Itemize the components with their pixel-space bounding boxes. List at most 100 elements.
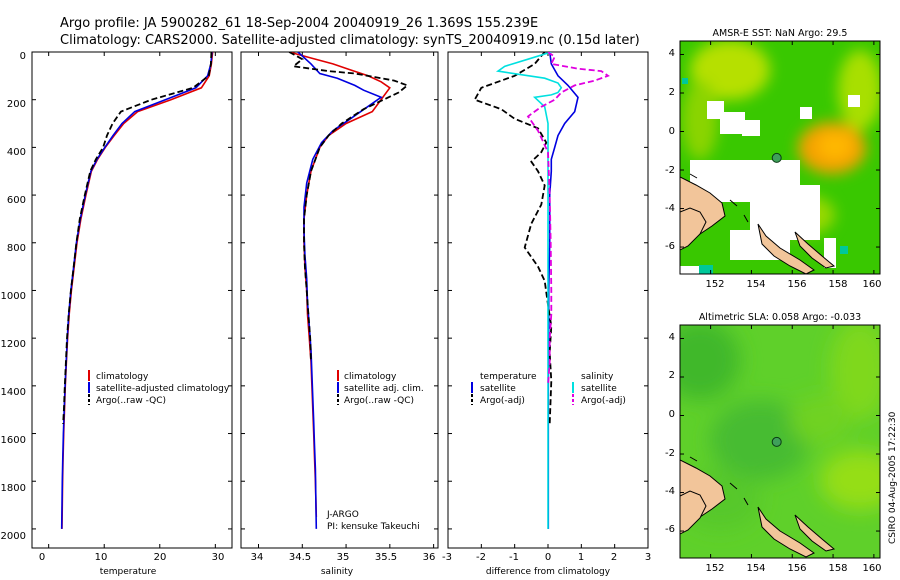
footer-credit: CSIRO 04-Aug-2005 17:22:30 — [888, 411, 898, 544]
legend-label: Argo(-adj) — [581, 396, 626, 406]
lat-tick-label: -4 — [665, 486, 675, 497]
legend-label: Argo(..raw -QC) — [344, 396, 414, 406]
lat-tick-label: -2 — [665, 165, 675, 176]
x-tick-label: 34 — [251, 552, 264, 563]
sst-map-ticks — [680, 41, 880, 274]
lon-tick-label: 156 — [787, 279, 806, 290]
lon-tick-label: 158 — [828, 563, 847, 574]
argo-float-marker — [771, 152, 782, 163]
depth-tick-label: 0 — [20, 51, 26, 62]
lon-tick-label: 160 — [862, 279, 881, 290]
difference-axis-label: difference from climatology — [486, 567, 611, 577]
lat-tick-label: -4 — [665, 203, 675, 214]
salinity-satellite-diff-line — [495, 52, 563, 529]
legend-label: satellite adj. clim. — [344, 384, 424, 394]
lon-tick-label: 158 — [828, 279, 847, 290]
lat-tick-label: 2 — [669, 87, 675, 98]
lat-tick-label: 4 — [669, 332, 675, 343]
salinity-axis-label: salinity — [321, 567, 354, 577]
legend-title-salinity: salinity — [581, 372, 614, 382]
sst-map-y-axis: -6 -4 -2 0 2 4 — [665, 48, 675, 252]
x-tick-label: 0 — [39, 552, 45, 563]
temperature-satellite-diff-line — [547, 52, 579, 529]
temperature-argo-diff-line — [473, 52, 553, 425]
salinity-x-axis: 34 34.5 35 35.5 36 salinity — [251, 552, 436, 577]
salinity-argo-diff-line — [526, 52, 610, 386]
lat-tick-label: 4 — [669, 48, 675, 59]
sla-map-ticks — [680, 325, 880, 558]
difference-plot-area — [473, 52, 610, 529]
sla-map-x-axis: 152 154 156 158 160 — [705, 563, 881, 574]
x-tick-label: 35 — [337, 552, 350, 563]
lon-tick-label: 156 — [787, 563, 806, 574]
legend-label: satellite — [581, 384, 617, 394]
lon-tick-label: 152 — [705, 279, 724, 290]
depth-tick-label: 400 — [7, 147, 26, 158]
depth-tick-label: 600 — [7, 195, 26, 206]
legend-title-temperature: temperature — [480, 372, 537, 382]
argo-float-marker — [771, 436, 782, 447]
temperature-legend: climatology satellite-adjusted climatolo… — [88, 370, 230, 406]
x-tick-label: 35.5 — [375, 552, 397, 563]
salinity-plot-area — [288, 52, 410, 529]
legend-label: Argo(-adj) — [480, 396, 525, 406]
depth-tick-label: 1000 — [1, 291, 26, 302]
sla-map-y-axis: -6 -4 -2 0 2 4 — [665, 332, 675, 535]
x-tick-label: 10 — [95, 552, 108, 563]
lon-tick-label: 152 — [705, 563, 724, 574]
depth-tick-label: 1200 — [1, 339, 26, 350]
lat-tick-label: -6 — [665, 241, 675, 252]
lon-tick-label: 160 — [862, 563, 881, 574]
salinity-argo-line — [288, 52, 410, 363]
temperature-ticks — [32, 51, 232, 548]
temperature-argo-line — [62, 52, 213, 425]
difference-ticks — [447, 51, 649, 548]
x-tick-label: 1 — [578, 552, 584, 563]
difference-x-axis: -3 -2 -1 0 1 2 3 difference from climato… — [442, 552, 651, 577]
x-tick-label: 30 — [212, 552, 225, 563]
salinity-satellite-adjusted-line — [297, 52, 383, 529]
depth-tick-label: 800 — [7, 243, 26, 254]
x-tick-label: 3 — [645, 552, 651, 563]
x-tick-label: 36 — [423, 552, 436, 563]
temperature-panel-frame — [31, 51, 233, 549]
depth-axis: 0 200 400 600 800 1000 1200 1400 1600 18… — [1, 51, 26, 542]
sst-map-frame — [679, 40, 881, 275]
lat-tick-label: 0 — [669, 409, 675, 420]
pi-annotation: PI: kensuke Takeuchi — [327, 522, 420, 532]
sst-map-x-axis: 152 154 156 158 160 — [705, 279, 881, 290]
difference-legend: temperature satellite Argo(-adj) salinit… — [471, 372, 626, 406]
header-line-1: Argo profile: JA 5900282_61 18-Sep-2004 … — [60, 16, 538, 31]
salinity-climatology-line — [288, 52, 391, 518]
lon-tick-label: 154 — [746, 279, 765, 290]
x-tick-label: -1 — [509, 552, 519, 563]
temperature-plot-area — [60, 52, 214, 529]
depth-tick-label: 1600 — [1, 435, 26, 446]
depth-tick-label: 2000 — [1, 531, 26, 542]
temperature-satellite-adjusted-line — [60, 52, 213, 529]
depth-tick-label: 1800 — [1, 483, 26, 494]
lon-tick-label: 154 — [746, 563, 765, 574]
depth-tick-label: 1400 — [1, 387, 26, 398]
x-tick-label: 34.5 — [289, 552, 311, 563]
sst-map-title: AMSR-E SST: NaN Argo: 29.5 — [713, 28, 848, 39]
x-tick-label: 2 — [611, 552, 617, 563]
salinity-panel-frame — [240, 51, 439, 549]
sst-map-image — [680, 41, 880, 274]
lat-tick-label: 2 — [669, 370, 675, 381]
x-tick-label: 20 — [154, 552, 167, 563]
temperature-climatology-line — [61, 52, 214, 529]
legend-label: climatology — [96, 372, 149, 382]
x-tick-label: -3 — [442, 552, 452, 563]
sla-map-frame — [679, 324, 881, 559]
legend-label: satellite — [480, 384, 516, 394]
lat-tick-label: -2 — [665, 448, 675, 459]
legend-label: satellite-adjusted climatology — [96, 384, 230, 394]
header-line-2: Climatology: CARS2000. Satellite-adjuste… — [60, 33, 640, 48]
lat-tick-label: -6 — [665, 524, 675, 535]
legend-label: climatology — [344, 372, 397, 382]
x-tick-label: 0 — [545, 552, 551, 563]
x-tick-label: -2 — [476, 552, 486, 563]
temperature-x-axis: 0 10 20 30 temperature — [39, 552, 225, 577]
